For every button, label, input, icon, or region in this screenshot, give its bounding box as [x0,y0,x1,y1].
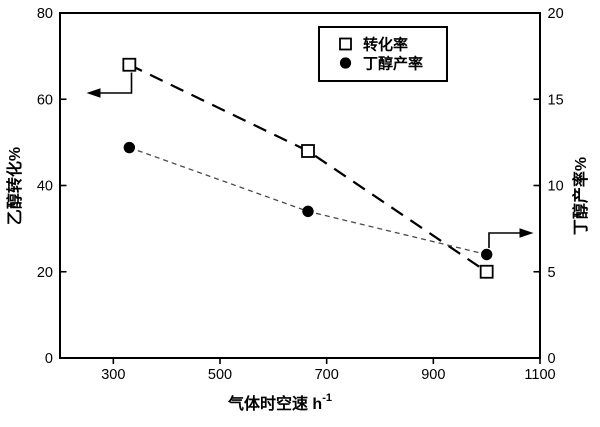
right-y-tick-label: 5 [548,265,556,281]
filled-circle-marker [302,205,314,218]
left-axis-ticks: 0 20 40 60 80 [37,6,67,367]
right-axis-pointer-arrow [488,228,534,248]
right-axis-title: 丁醇产率% [571,157,590,235]
legend-box [318,26,448,82]
right-y-tick-label: 15 [548,92,564,108]
right-y-tick-label: 20 [548,6,564,22]
open-square-marker [301,144,315,158]
series-line-short-dash [129,146,487,256]
left-y-tick-label: 40 [37,179,53,195]
legend-open-square-icon [339,37,352,51]
left-y-tick-label: 20 [37,265,53,281]
x-tick-label: 300 [101,367,125,383]
filled-circle-marker [480,248,493,261]
legend-label-yield: 丁醇产率 [363,55,423,73]
legend-filled-circle-icon [339,57,352,69]
right-y-tick-label: 0 [548,351,556,367]
left-y-tick-label: 60 [37,92,53,108]
filled-circle-marker [123,141,136,154]
data-series-layer [122,57,494,279]
right-y-tick-label: 10 [548,179,564,195]
legend-label-conversion: 转化率 [363,36,408,54]
open-square-marker [479,264,494,279]
left-y-tick-label: 80 [37,6,53,22]
open-square-marker [122,57,137,72]
legend: 转化率 丁醇产率 [318,26,448,82]
x-axis-ticks: 300 500 700 900 1100 [101,358,556,383]
x-tick-label: 900 [421,367,445,383]
left-y-tick-label: 0 [45,351,53,367]
x-tick-label: 500 [208,367,232,383]
series-line-long-dash [128,63,488,273]
x-axis-title: 气体时空速 h-1 [227,392,332,413]
right-axis-ticks: 0 5 10 15 20 [533,6,564,367]
left-axis-pointer-arrow [86,72,133,98]
x-tick-label: 1100 [524,367,555,383]
x-tick-label: 700 [315,367,339,383]
left-axis-title: 乙醇转化% [5,147,24,225]
